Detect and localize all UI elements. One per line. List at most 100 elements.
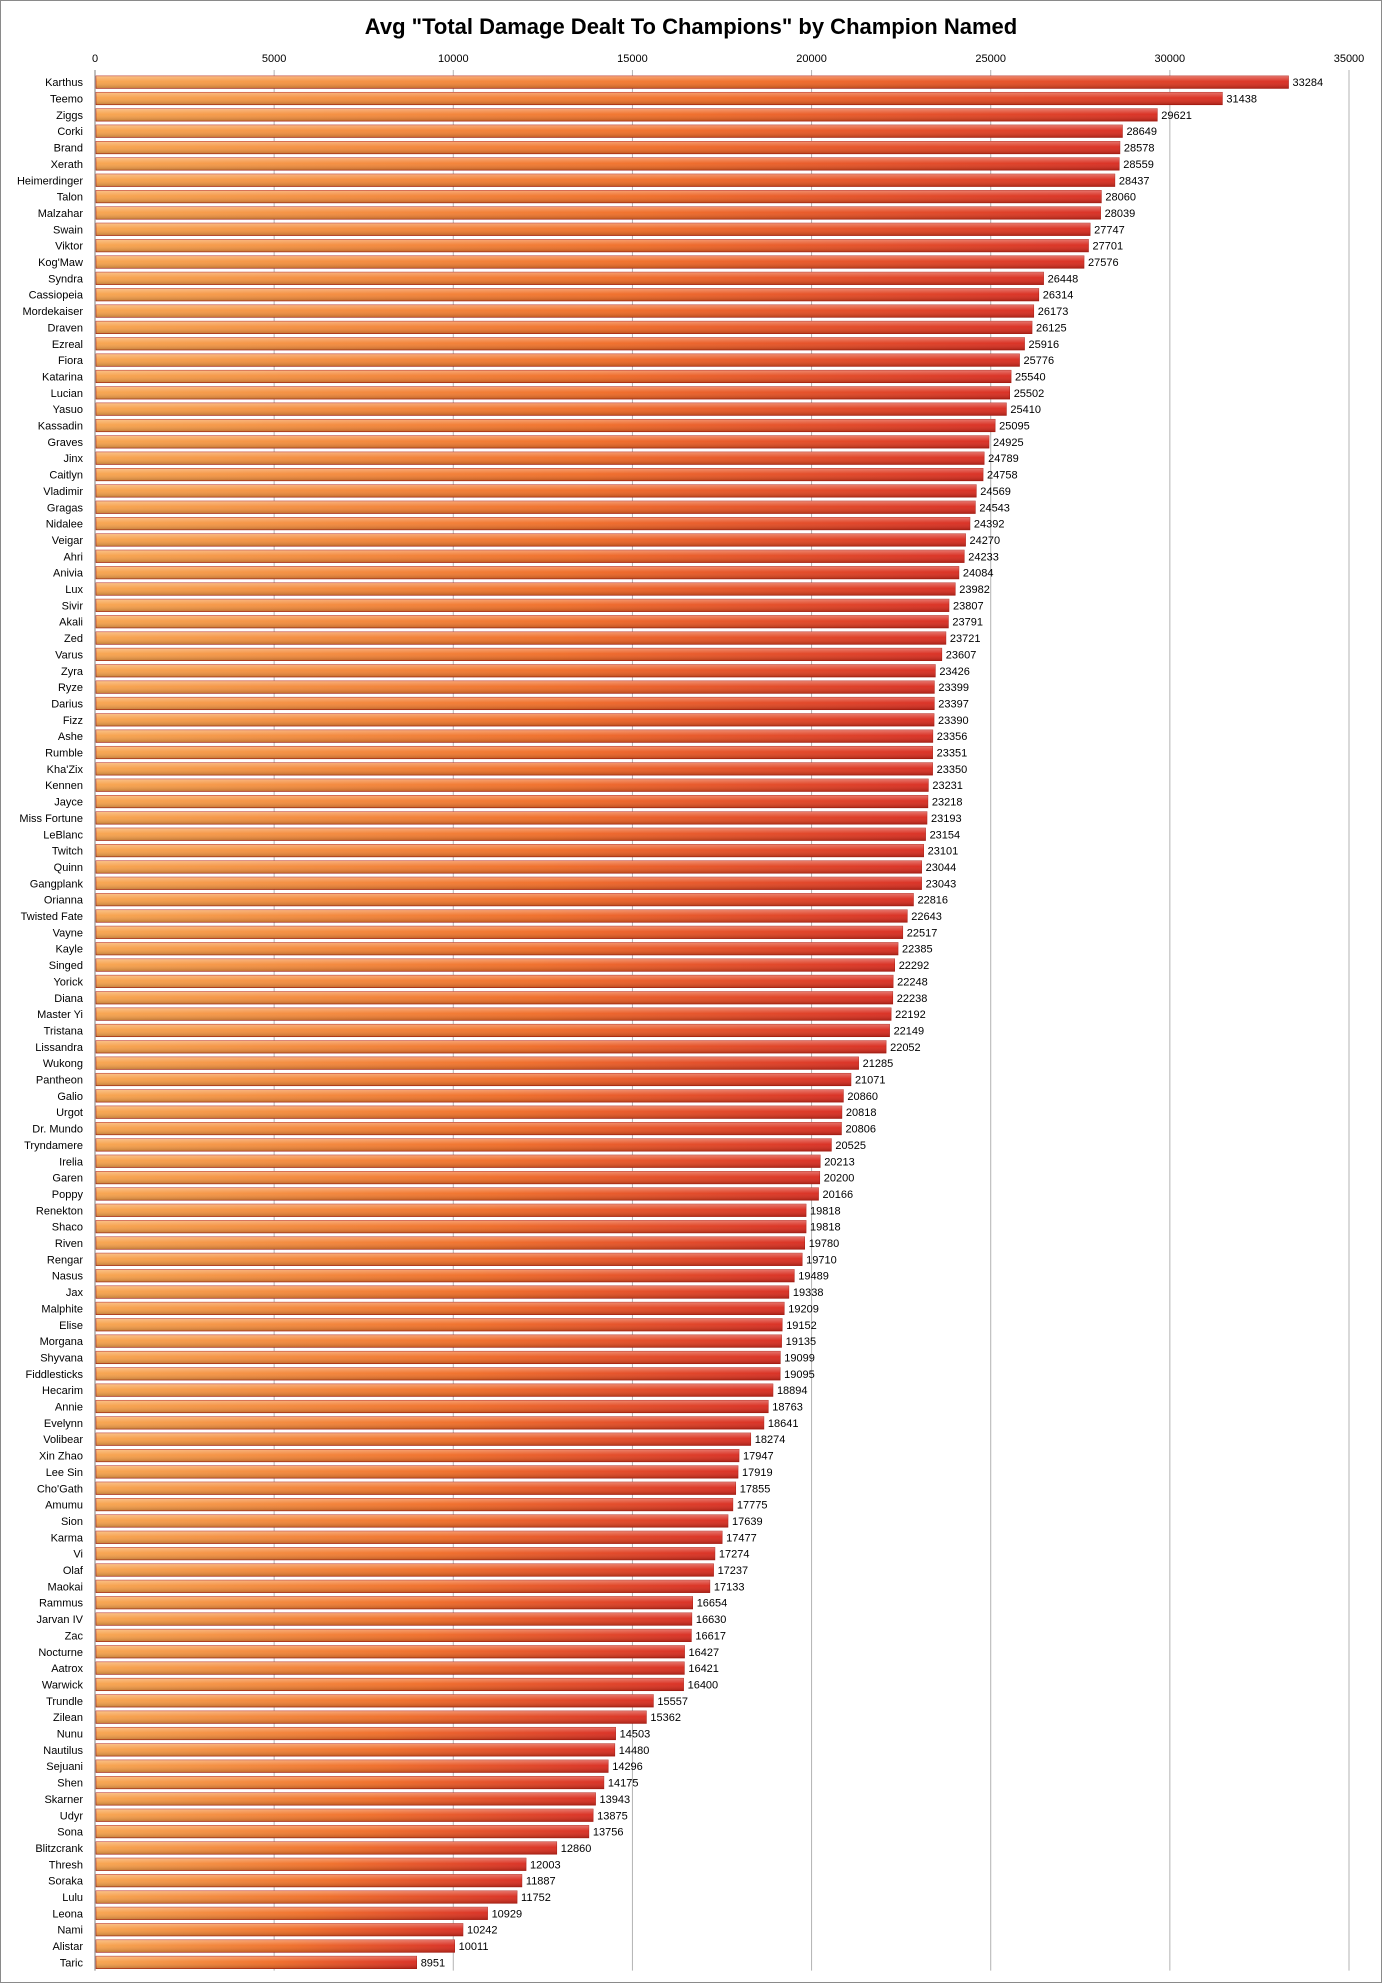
bar-group: Xin Zhao 17947 [39,1449,774,1463]
bar-shading [96,909,908,923]
bar-group: Morgana 19135 [40,1334,816,1348]
value-label: 27576 [1088,257,1119,269]
bar-group: Wukong 21285 [43,1056,893,1070]
bar-shading [96,1678,684,1691]
value-label: 22248 [897,976,928,988]
bar-group: Caitlyn 24758 [49,468,1018,482]
bar-shading [96,1498,733,1511]
value-label: 25502 [1014,388,1045,400]
value-label: 14503 [620,1729,651,1741]
category-label: Kha'Zix [47,764,84,776]
bar-shading [96,1743,615,1757]
value-label: 16400 [688,1679,719,1691]
value-label: 27701 [1092,241,1123,253]
category-label: Rengar [47,1254,83,1266]
bar-shading [96,255,1085,269]
bar-shading [96,190,1102,203]
bar-group: Viktor 27701 [55,239,1123,253]
value-label: 28060 [1105,192,1136,204]
bar-group: Anivia 24084 [53,566,993,580]
bar-shading [96,239,1089,252]
category-label: Shaco [52,1222,83,1234]
category-label: Sona [57,1827,84,1839]
bar-shading [96,1645,685,1659]
category-label: Twisted Fate [21,911,83,923]
category-label: Shen [57,1778,83,1790]
bar-group: Brand 28578 [54,141,1155,155]
bar-group: Vladimir 24569 [43,484,1011,498]
category-label: Twitch [52,846,83,858]
bar-group: Leona 10929 [52,1906,522,1920]
category-label: Fiddlesticks [26,1369,84,1381]
category-label: Alistar [52,1941,83,1953]
value-label: 26173 [1038,306,1069,318]
bar-group: Yorick 22248 [53,974,928,988]
bar-group: Udyr 13875 [60,1808,628,1822]
category-label: Karma [51,1532,84,1544]
bar-shading [96,599,949,612]
category-label: Cassiopeia [29,290,84,302]
bar-shading [96,435,990,449]
bar-group: Yasuo 25410 [53,402,1041,416]
bar-group: Vayne 22517 [53,925,937,939]
bar-shading [96,272,1044,285]
value-label: 20806 [845,1124,876,1136]
category-label: Yasuo [53,404,83,416]
category-label: Nautilus [43,1745,83,1757]
bar-shading [96,124,1123,138]
category-label: Lucian [51,388,83,400]
bar-shading [96,1694,654,1708]
value-label: 26448 [1048,273,1079,285]
bar-group: Thresh 12003 [49,1857,561,1871]
category-label: Ashe [58,731,83,743]
category-label: Malzahar [38,208,84,220]
category-label: Thresh [49,1859,83,1871]
value-label: 22052 [890,1042,921,1054]
value-label: 22192 [895,1009,926,1021]
value-label: 16421 [688,1663,719,1675]
value-label: 17477 [726,1532,757,1544]
x-tick-label: 10000 [438,53,469,65]
bar-group: Dr. Mundo 20806 [32,1122,876,1136]
value-label: 19818 [810,1222,841,1234]
value-label: 22816 [917,895,948,907]
x-tick-label: 0 [92,53,98,65]
value-label: 11752 [521,1892,551,1904]
category-label: Viktor [55,241,83,253]
value-label: 19095 [784,1369,815,1381]
category-label: Rammus [39,1598,84,1610]
bar-shading [96,811,927,825]
bar-shading [96,860,922,874]
bar-group: Hecarim 18894 [42,1383,808,1397]
bar-group: Nami 10242 [57,1923,498,1937]
category-label: Varus [55,649,83,661]
bar-group: Karthus 33284 [45,75,1323,89]
bar-group: Trundle 15557 [46,1694,688,1708]
category-label: Nami [57,1925,83,1937]
bar-group: Jax 19338 [66,1285,823,1299]
bar-group: Alistar 10011 [52,1939,488,1953]
bar-group: Kassadin 25095 [38,418,1030,433]
category-label: Warwick [42,1679,84,1691]
bar-shading [96,958,895,972]
value-label: 19710 [806,1254,837,1266]
category-label: Anivia [53,568,84,580]
value-label: 23399 [938,682,969,694]
value-label: 17237 [718,1565,749,1577]
category-label: Lux [65,584,83,596]
bar-shading [96,288,1039,301]
value-label: 23807 [953,600,984,612]
category-label: Nasus [52,1271,84,1283]
bar-group: Jayce 23218 [54,795,962,809]
bar-shading [96,1285,789,1299]
bar-shading [96,1612,692,1626]
value-label: 13756 [593,1827,624,1839]
category-label: Vi [73,1549,83,1561]
value-label: 23982 [959,584,990,596]
bar-shading [96,1580,710,1593]
value-label: 19152 [786,1320,817,1332]
bar-group: Garen 20200 [52,1171,854,1185]
bar-group: Twisted Fate 22643 [21,909,942,923]
value-label: 15362 [650,1712,681,1724]
bar-group: Warwick 16400 [42,1677,719,1691]
